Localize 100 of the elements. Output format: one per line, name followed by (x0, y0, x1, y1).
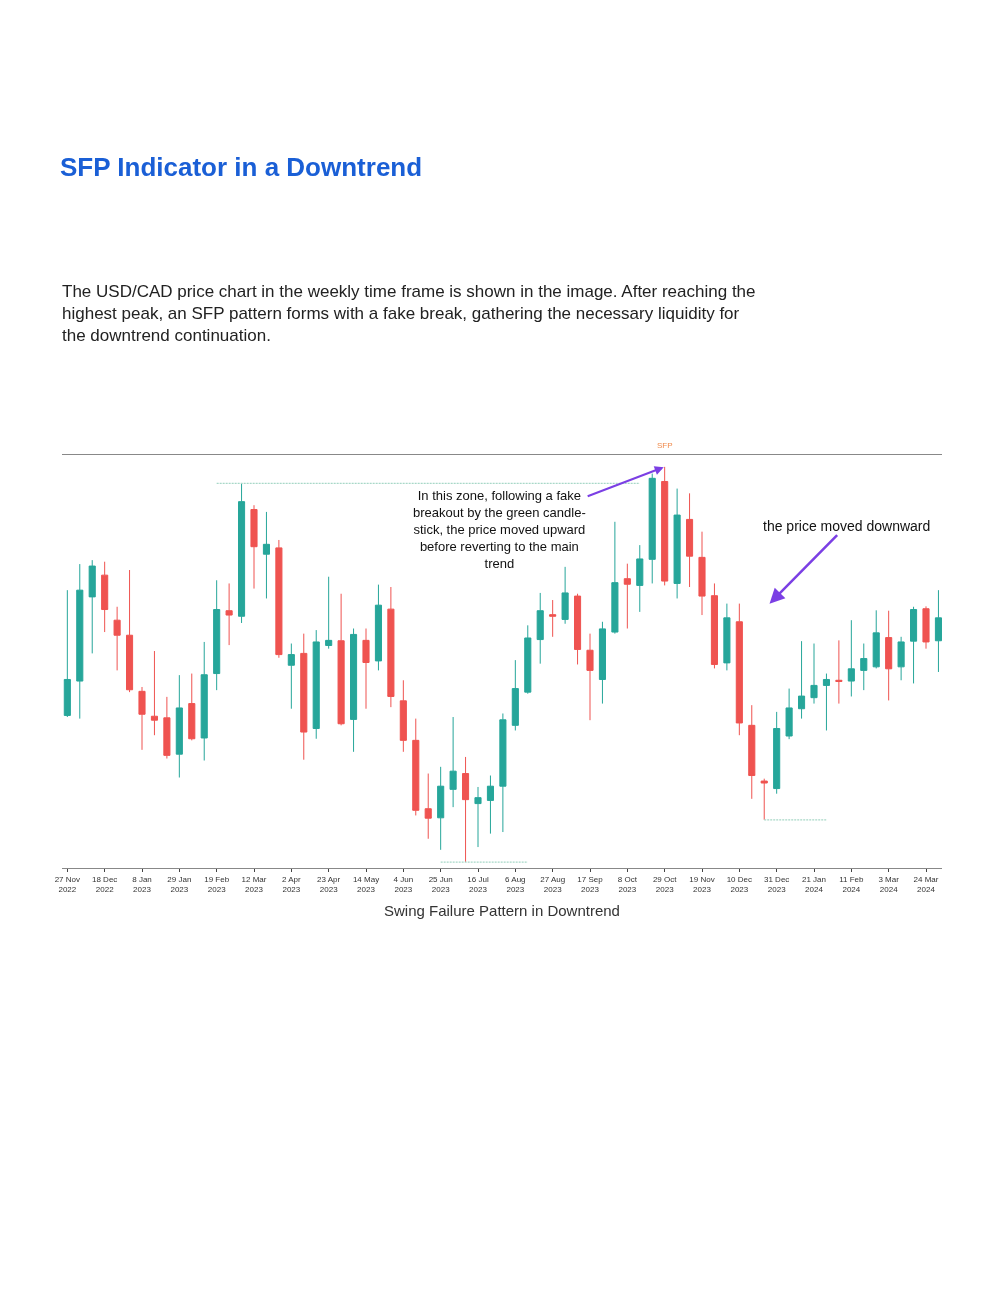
candlestick (549, 599, 557, 638)
candlestick (648, 473, 656, 584)
candlestick (200, 641, 208, 761)
candlestick (449, 716, 457, 808)
candlestick (486, 775, 494, 835)
candlestick (213, 579, 221, 691)
x-tick-label: 19 Feb 2023 (204, 874, 230, 894)
x-tick-label: 12 Mar 2023 (241, 874, 267, 894)
x-tick-label: 8 Jan 2023 (132, 874, 152, 894)
annotation: the price moved downward (763, 518, 931, 534)
candlestick (312, 629, 320, 740)
candlestick (860, 643, 868, 691)
candlestick (374, 584, 382, 671)
candlestick (785, 688, 793, 740)
candlestick (735, 603, 743, 736)
annotation: SFP (657, 441, 673, 450)
candlestick (225, 582, 233, 646)
candlestick (138, 686, 146, 751)
x-tick-label: 4 Jun 2023 (393, 874, 414, 894)
text: Swing Failure Pattern in Downtrend (384, 902, 620, 919)
candlestick (424, 773, 432, 840)
candlestick (798, 640, 806, 720)
candlestick (723, 603, 731, 671)
candlestick (387, 586, 395, 708)
candlestick (399, 679, 407, 753)
x-tick-label: 3 Mar 2024 (878, 874, 900, 894)
candlestick (511, 659, 519, 731)
candlestick (300, 633, 308, 761)
candlestick (262, 511, 270, 599)
x-tick-label: 31 Dec 2023 (763, 874, 790, 894)
x-tick-label: 24 Mar 2024 (913, 874, 939, 894)
candlestick (150, 650, 158, 736)
candlestick (499, 712, 507, 833)
candlestick (773, 711, 781, 795)
x-tick-label: 27 Aug 2023 (540, 874, 566, 894)
chart-title: SFP Indicator in a Downtrend (60, 152, 423, 183)
chart-subtitle: The USD/CAD price chart in the weekly time frame is shown in the image. After reaching the highest peak, an SFP pattern forms with a fake break, gathering the necessary liquidity for the downtrend continuation. (62, 282, 756, 346)
candlestick (325, 576, 333, 650)
candlestick (623, 563, 631, 629)
x-tick-label: 29 Oct 2023 (652, 874, 678, 894)
candlestick (574, 593, 582, 665)
x-tick-label: 18 Dec 2022 (91, 874, 118, 894)
candlestick (437, 766, 445, 851)
candlestick (872, 609, 880, 669)
candlestick (188, 673, 196, 741)
candlestick (126, 569, 134, 693)
candlestick (934, 589, 942, 673)
candlestick (275, 539, 283, 659)
candlestick (686, 492, 694, 588)
x-tick-label: 21 Jan 2024 (801, 874, 827, 894)
candlestick (250, 504, 258, 590)
annotation: In this zone, following a fake breakout by the green candle-stick, the price moved upward before reverting to the main trend (413, 488, 586, 571)
x-tick-label: 19 Nov 2023 (689, 874, 715, 894)
x-tick-label: 16 Jul 2023 (467, 874, 489, 894)
candlestick (885, 610, 893, 701)
candlestick (88, 559, 96, 654)
x-tick-label: 14 May 2023 (352, 874, 380, 894)
candlestick (163, 696, 171, 760)
candlestick (238, 482, 246, 624)
candlestick (350, 628, 358, 753)
x-tick-label: 29 Jan 2023 (167, 874, 192, 894)
candlestick (524, 624, 532, 695)
candlestick (362, 628, 370, 710)
candlestick (760, 778, 768, 821)
candlestick (474, 786, 482, 848)
candlestick (922, 605, 930, 650)
candlestick (897, 636, 905, 681)
x-tick-label: 23 Apr 2023 (317, 874, 341, 894)
candlestick (835, 639, 843, 705)
x-tick-label: 11 Feb 2024 (839, 874, 865, 894)
candlestick (63, 589, 71, 718)
candlestick (536, 592, 544, 665)
candlestick (847, 619, 855, 697)
candlestick (910, 606, 918, 684)
candlestick (175, 674, 183, 778)
x-tick-label: 17 Sep 2023 (577, 874, 604, 894)
candlestick (673, 488, 681, 599)
candlestick (636, 544, 644, 613)
candlestick (561, 566, 569, 625)
candlestick (710, 582, 718, 669)
x-tick-label: 10 Dec 2023 (726, 874, 753, 894)
candlestick (661, 466, 669, 586)
candlestick (611, 521, 619, 635)
x-tick-label: 6 Aug 2023 (505, 874, 526, 894)
candlestick (586, 633, 594, 721)
x-tick-label: 2 Apr 2023 (281, 874, 301, 894)
candlestick (113, 606, 121, 671)
candlestick (101, 561, 109, 633)
candlestick (598, 621, 606, 705)
candlestick (822, 673, 830, 731)
candlestick (337, 593, 345, 726)
candlestick (76, 563, 84, 720)
candlestick (748, 704, 756, 800)
candlestick (462, 756, 470, 863)
candlestick (698, 531, 706, 616)
candlestick (412, 718, 420, 816)
x-tick-label: 27 Nov 2022 (54, 874, 81, 894)
x-tick-label: 8 Oct 2023 (617, 874, 638, 894)
x-tick-label: 25 Jun 2023 (428, 874, 453, 894)
candlestick (810, 643, 818, 705)
